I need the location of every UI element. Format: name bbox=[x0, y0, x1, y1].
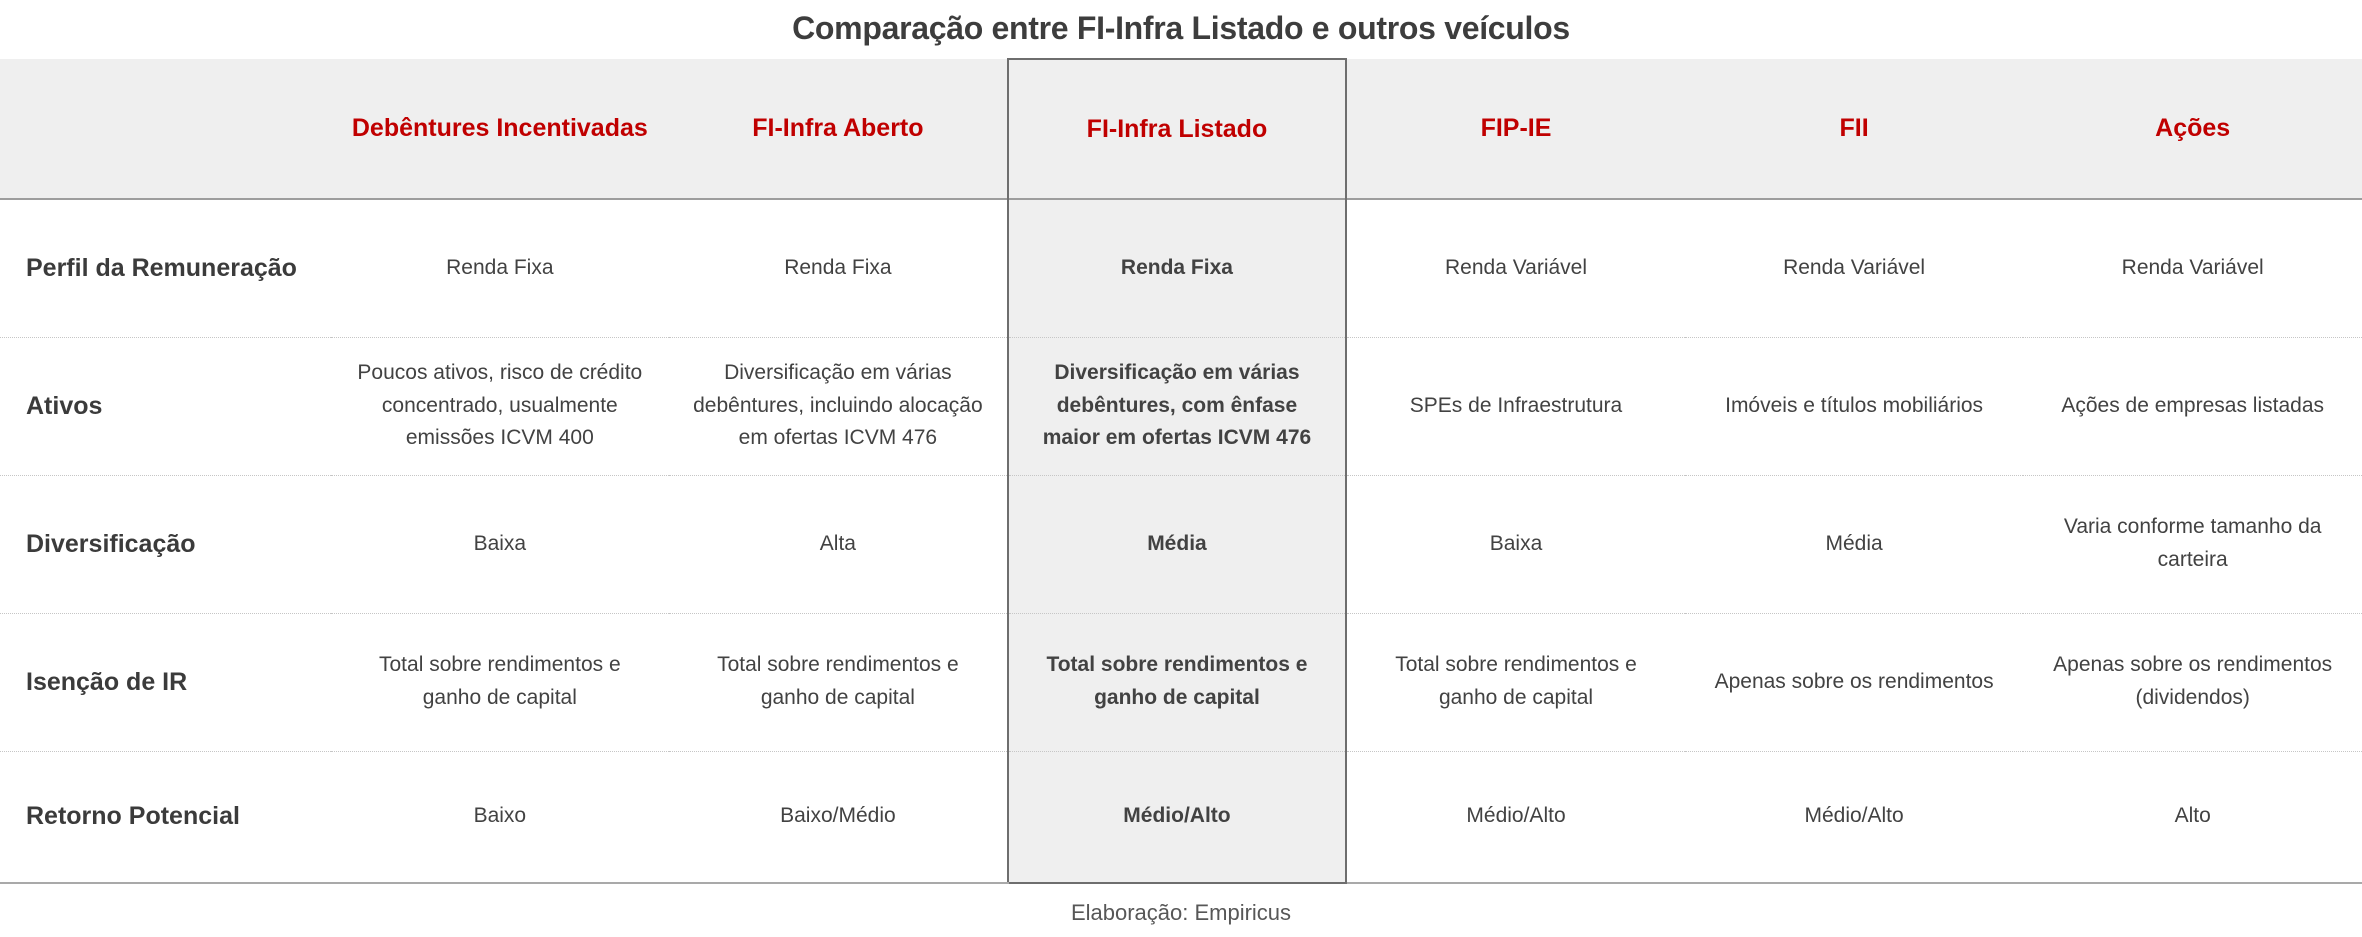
table-header-row: Debêntures Incentivadas FI-Infra Aberto … bbox=[0, 58, 2362, 199]
table-cell-highlighted: Média bbox=[1006, 474, 1348, 613]
table-cell-highlighted: Renda Fixa bbox=[1006, 198, 1348, 337]
table-cell-highlighted: Total sobre rendimentos e ganho de capit… bbox=[1006, 612, 1348, 751]
table-cell: Renda Variável bbox=[1684, 198, 2024, 337]
table-cell: Renda Variável bbox=[2023, 198, 2362, 337]
table-cell: Varia conforme tamanho da carteira bbox=[2023, 474, 2362, 613]
table-row: Retorno Potencial Baixo Baixo/Médio Médio/A… bbox=[0, 750, 2362, 884]
page-title: Comparação entre FI-Infra Listado e outr… bbox=[792, 10, 1570, 46]
table-cell: Alto bbox=[2023, 750, 2362, 884]
column-header-fii: FII bbox=[1684, 59, 2024, 199]
table-cell: Médio/Alto bbox=[1684, 750, 2024, 884]
table-cell: Alta bbox=[669, 474, 1008, 613]
source-note: Elaboração: Empiricus bbox=[1070, 900, 1292, 925]
table-cell: Total sobre rendimentos e ganho de capit… bbox=[1346, 612, 1685, 751]
table-row: Perfil da Remuneração Renda Fixa Renda Fix… bbox=[0, 198, 2362, 337]
table-cell: Ações de empresas listadas bbox=[2023, 336, 2362, 475]
table-cell: Médio/Alto bbox=[1346, 750, 1685, 884]
column-header-fip-ie: FIP-IE bbox=[1346, 59, 1685, 199]
table-cell: Baixo bbox=[330, 750, 670, 884]
table-cell-highlighted: Médio/Alto bbox=[1006, 750, 1348, 884]
table-row: Ativos Poucos ativos, risco de crédito co… bbox=[0, 336, 2362, 475]
table-cell: Poucos ativos, risco de crédito concentr… bbox=[330, 336, 670, 475]
row-label: Diversificação bbox=[0, 474, 331, 613]
table-cell: Imóveis e títulos mobiliários bbox=[1684, 336, 2024, 475]
table-row: Diversificação Baixa Alta Média Baixa Média Va… bbox=[0, 474, 2362, 613]
table-cell: Total sobre rendimentos e ganho de capit… bbox=[330, 612, 670, 751]
row-label: Retorno Potencial bbox=[0, 750, 331, 884]
table-cell: Baixo/Médio bbox=[669, 750, 1008, 884]
comparison-table: Debêntures Incentivadas FI-Infra Aberto … bbox=[0, 58, 2362, 884]
table-cell: Baixa bbox=[330, 474, 670, 613]
row-label: Perfil da Remuneração bbox=[0, 198, 331, 337]
row-label: Isenção de IR bbox=[0, 612, 331, 751]
column-header-fi-infra-listado: FI-Infra Listado bbox=[1006, 58, 1348, 199]
table-cell: Apenas sobre os rendimentos (dividendos) bbox=[2023, 612, 2362, 751]
column-header-debentures: Debêntures Incentivadas bbox=[330, 59, 670, 199]
header-corner-cell bbox=[0, 59, 331, 199]
table-body: Perfil da Remuneração Renda Fixa Renda Fix… bbox=[0, 198, 2362, 884]
column-header-fi-infra-aberto: FI-Infra Aberto bbox=[669, 59, 1008, 199]
table-cell: Total sobre rendimentos e ganho de capit… bbox=[669, 612, 1008, 751]
table-row: Isenção de IR Total sobre rendimentos e g… bbox=[0, 612, 2362, 751]
table-cell: Renda Fixa bbox=[669, 198, 1008, 337]
table-cell: Diversificação em várias debêntures, inc… bbox=[669, 336, 1008, 475]
table-cell: Baixa bbox=[1346, 474, 1685, 613]
table-cell-highlighted: Diversificação em várias debêntures, com… bbox=[1006, 336, 1348, 475]
table-cell: Renda Fixa bbox=[330, 198, 670, 337]
column-header-acoes: Ações bbox=[2023, 59, 2362, 199]
table-cell: Média bbox=[1684, 474, 2024, 613]
table-cell: SPEs de Infraestrutura bbox=[1346, 336, 1685, 475]
table-cell: Renda Variável bbox=[1346, 198, 1685, 337]
row-label: Ativos bbox=[0, 336, 331, 475]
table-cell: Apenas sobre os rendimentos bbox=[1684, 612, 2024, 751]
